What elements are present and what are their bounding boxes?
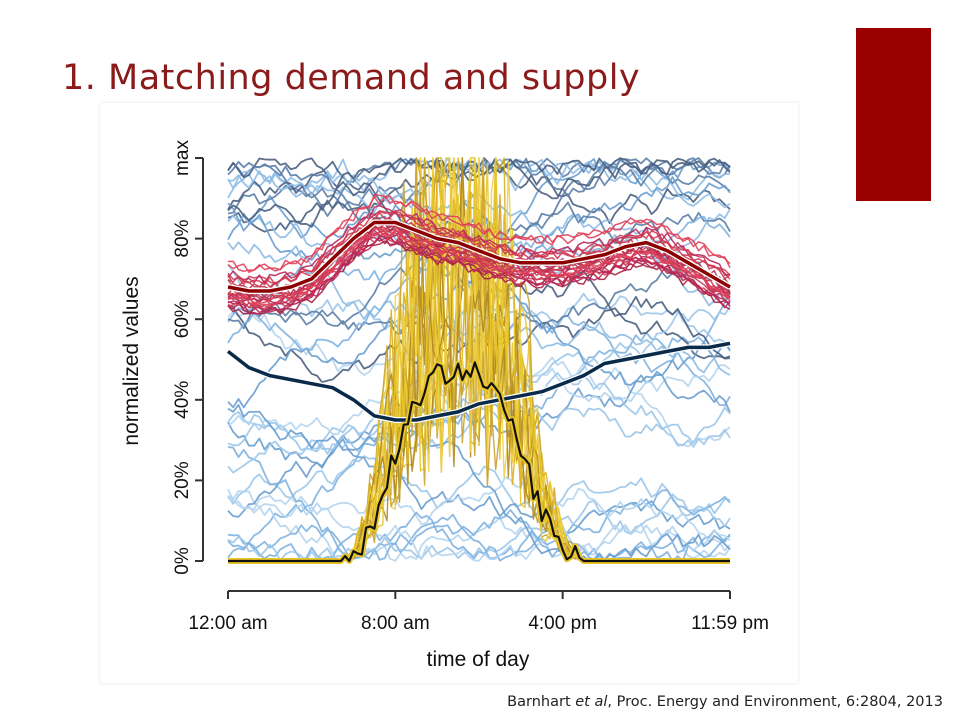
chart-svg: 0% 20% 40% 60% 80% max 12:00 am 8:00 am 4:00 pm 1…: [120, 140, 769, 671]
demand-sample-line: [227, 195, 731, 273]
wind-sample-line: [227, 493, 731, 562]
wind-sample-line: [227, 364, 731, 436]
wind-sample-line: [227, 446, 731, 562]
slide-title: 1. Matching demand and supply: [62, 58, 641, 98]
citation-etal: et al: [575, 694, 608, 710]
citation-authors: Barnhart: [507, 694, 571, 710]
citation: Barnhart et al, Proc. Energy and Environ…: [507, 694, 943, 710]
citation-rest: , Proc. Energy and Environment, 6:2804, …: [607, 694, 943, 710]
wind-sample-line: [227, 264, 731, 352]
wind-sample-line: [227, 455, 731, 528]
wind-sample-line: [227, 475, 731, 552]
wind-mean-line: [226, 341, 731, 422]
axes: 0% 20% 40% 60% 80% max 12:00 am 8:00 am 4:00 pm 1…: [172, 140, 769, 634]
y-axis-label: normalized values: [120, 276, 143, 445]
demand-sample-line: [227, 193, 731, 273]
demand-sample-line: [227, 240, 731, 315]
x-tick-label: 11:59 pm: [691, 613, 769, 634]
demand-mean-line: [227, 220, 731, 293]
y-tick-label: 0%: [172, 547, 193, 575]
x-tick-label: 8:00 am: [361, 613, 430, 634]
demand-sample-line: [227, 210, 731, 286]
y-tick-label: max: [172, 140, 193, 176]
x-tick-label: 12:00 am: [188, 613, 267, 634]
x-tick-label: 4:00 pm: [528, 613, 597, 634]
demand-sample-line: [227, 227, 731, 307]
y-tick-label: 80%: [172, 219, 193, 257]
y-tick-label: 40%: [172, 381, 193, 419]
chart-figure: 0% 20% 40% 60% 80% max 12:00 am 8:00 am 4:00 pm 1…: [100, 103, 798, 683]
y-tick-label: 20%: [172, 461, 193, 499]
accent-bar: [856, 28, 931, 201]
wind-sample-line: [227, 488, 731, 562]
mean-lines: [226, 219, 732, 564]
y-tick-label: 60%: [172, 300, 193, 338]
wind-sample-line: [227, 404, 731, 562]
demand-sample-line: [227, 204, 731, 284]
solar-mean-line: [228, 361, 730, 563]
wind-sample-line: [227, 489, 731, 560]
x-axis-label: time of day: [427, 648, 530, 671]
wind-sample-line: [227, 490, 731, 562]
demand-sample-line: [227, 235, 731, 316]
wind-sample-line: [227, 513, 731, 562]
